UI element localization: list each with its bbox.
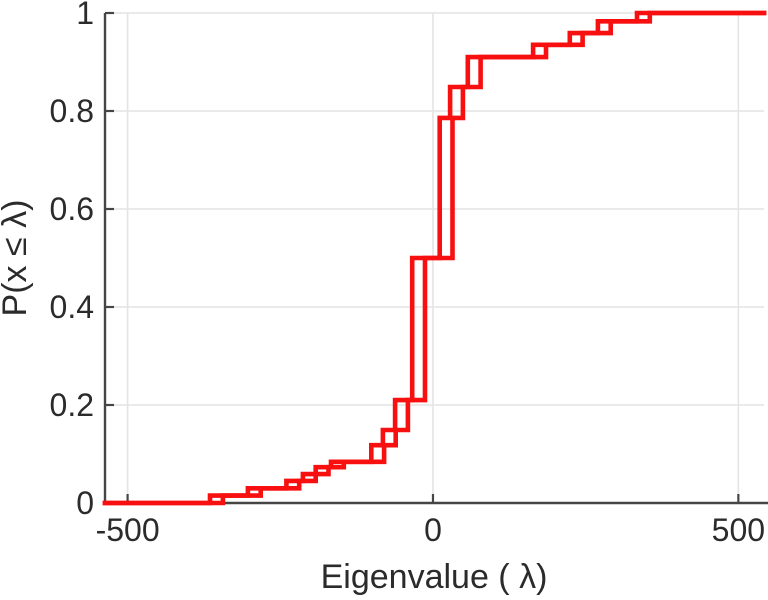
y-tick-label: 0.8 [50,93,94,129]
x-axis-label: Eigenvalue ( λ) [321,558,548,596]
y-tick-label: 0.4 [50,289,94,325]
x-tick-label: 0 [424,512,442,548]
y-tick-label: 0 [76,485,94,521]
y-tick-label: 0.2 [50,387,94,423]
label-layer: Eigenvalue ( λ) P(x ≤ λ) [0,200,547,596]
eigenvalue-cdf-2-curve [102,10,767,506]
x-tick-label: -500 [96,512,160,548]
series-layer [102,10,767,506]
y-tick-label: 1 [76,0,94,31]
y-tick-label: 0.6 [50,191,94,227]
y-axis-label: P(x ≤ λ) [0,200,34,317]
x-tick-label: 500 [712,512,765,548]
